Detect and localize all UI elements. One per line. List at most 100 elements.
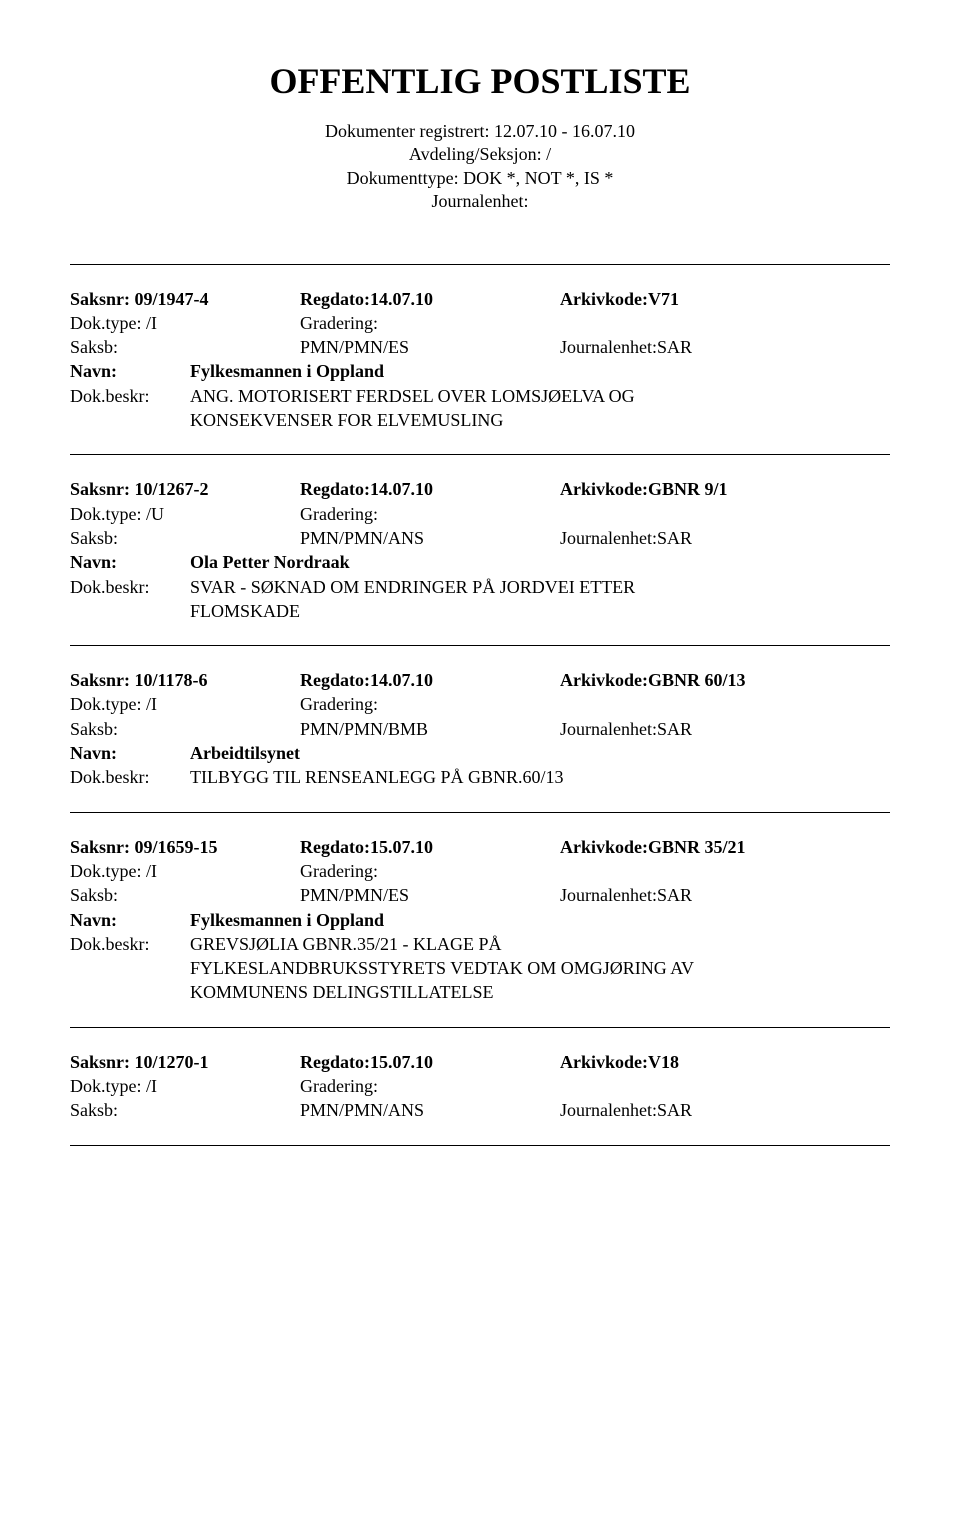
header-line-3: Dokumenttype: DOK *, NOT *, IS * [70, 167, 890, 190]
gradering-label: Gradering: [300, 313, 378, 333]
journalenhet-label: Journalenhet: [560, 528, 657, 548]
dokbeskr-value: TILBYGG TIL RENSEANLEGG PÅ GBNR.60/13 [190, 765, 564, 789]
navn-label: Navn: [70, 550, 190, 574]
entry: Saksnr: 09/1947-4Regdato:14.07.10Arkivko… [70, 287, 890, 433]
dokbeskr-continuation: KONSEKVENSER FOR ELVEMUSLING [70, 408, 890, 432]
navn-value: Arbeidtilsynet [190, 741, 300, 765]
journalenhet-value: SAR [657, 885, 692, 905]
separator [70, 1145, 890, 1146]
journalenhet-label: Journalenhet: [560, 719, 657, 739]
saksnr-value: 10/1178-6 [135, 670, 208, 690]
navn-label: Navn: [70, 908, 190, 932]
arkivkode-value: V18 [648, 1052, 679, 1072]
navn-value: Fylkesmannen i Oppland [190, 359, 384, 383]
journalenhet-label: Journalenhet: [560, 337, 657, 357]
saksnr-label: Saksnr: [70, 289, 130, 309]
saksnr-value: 09/1947-4 [135, 289, 209, 309]
regdato-value: 14.07.10 [370, 289, 433, 309]
saksb-label: Saksb: [70, 528, 118, 548]
arkivkode-value: GBNR 60/13 [648, 670, 746, 690]
doktype-label: Dok.type: [70, 861, 146, 881]
header-line-2: Avdeling/Seksjon: / [70, 143, 890, 166]
regdato-label: Regdato: [300, 670, 370, 690]
separator [70, 1027, 890, 1028]
navn-value: Ola Petter Nordraak [190, 550, 350, 574]
dokbeskr-continuation: KOMMUNENS DELINGSTILLATELSE [70, 980, 890, 1004]
gradering-label: Gradering: [300, 504, 378, 524]
regdato-value: 14.07.10 [370, 479, 433, 499]
saksb-label: Saksb: [70, 719, 118, 739]
journalenhet-value: SAR [657, 528, 692, 548]
entry: Saksnr: 09/1659-15 Regdato:15.07.10 Arkivk… [70, 835, 890, 1005]
doktype-value: /I [146, 861, 157, 881]
journalenhet-label: Journalenhet: [560, 1100, 657, 1120]
doktype-value: /I [146, 313, 157, 333]
saksb-value: PMN/PMN/ANS [300, 528, 424, 548]
doktype-label: Dok.type: [70, 1076, 146, 1096]
navn-value: Fylkesmannen i Oppland [190, 908, 384, 932]
dokbeskr-value: SVAR - SØKNAD OM ENDRINGER PÅ JORDVEI ET… [190, 575, 635, 599]
entry: Saksnr: 10/1178-6Regdato:14.07.10Arkivko… [70, 668, 890, 789]
doktype-value: /I [146, 694, 157, 714]
journalenhet-value: SAR [657, 1100, 692, 1120]
separator [70, 645, 890, 646]
arkivkode-label: Arkivkode: [560, 837, 648, 857]
entry: Saksnr: 10/1267-2 Regdato:14.07.10 Arkivko… [70, 477, 890, 623]
gradering-label: Gradering: [300, 694, 378, 714]
arkivkode-label: Arkivkode: [560, 1052, 648, 1072]
doktype-label: Dok.type: [70, 504, 146, 524]
arkivkode-label: Arkivkode: [560, 479, 648, 499]
arkivkode-value: V71 [648, 289, 679, 309]
regdato-value: 15.07.10 [370, 837, 433, 857]
entry: Saksnr: 10/1270-1 Regdato:15.07.10 Arkivko… [70, 1050, 890, 1123]
regdato-value: 14.07.10 [370, 670, 433, 690]
saksb-value: PMN/PMN/ES [300, 885, 409, 905]
journalenhet-label: Journalenhet: [560, 885, 657, 905]
dokbeskr-continuation: FLOMSKADE [70, 599, 890, 623]
saksb-value: PMN/PMN/BMB [300, 719, 428, 739]
regdato-label: Regdato: [300, 479, 370, 499]
saksnr-label: Saksnr: [70, 479, 130, 499]
dokbeskr-value: ANG. MOTORISERT FERDSEL OVER LOMSJØELVA … [190, 384, 635, 408]
saksnr-label: Saksnr: [70, 837, 130, 857]
page-title: OFFENTLIG POSTLISTE [70, 60, 890, 102]
dokbeskr-value: GREVSJØLIA GBNR.35/21 - KLAGE PÅ [190, 932, 502, 956]
header-meta: Dokumenter registrert: 12.07.10 - 16.07.… [70, 120, 890, 214]
navn-label: Navn: [70, 359, 190, 383]
saksb-label: Saksb: [70, 1100, 118, 1120]
arkivkode-value: GBNR 9/1 [648, 479, 728, 499]
dokbeskr-continuation: FYLKESLANDBRUKSSTYRETS VEDTAK OM OMGJØRI… [70, 956, 890, 980]
saksnr-value: 10/1270-1 [135, 1052, 209, 1072]
doktype-value: /I [146, 1076, 157, 1096]
saksb-value: PMN/PMN/ES [300, 337, 409, 357]
saksb-value: PMN/PMN/ANS [300, 1100, 424, 1120]
separator [70, 264, 890, 265]
header-line-1: Dokumenter registrert: 12.07.10 - 16.07.… [70, 120, 890, 143]
journalenhet-value: SAR [657, 337, 692, 357]
entries-container: Saksnr: 09/1947-4Regdato:14.07.10Arkivko… [70, 287, 890, 1146]
arkivkode-value: GBNR 35/21 [648, 837, 746, 857]
dokbeskr-label: Dok.beskr: [70, 765, 190, 789]
separator [70, 812, 890, 813]
doktype-label: Dok.type: [70, 313, 146, 333]
dokbeskr-label: Dok.beskr: [70, 384, 190, 408]
regdato-label: Regdato: [300, 1052, 370, 1072]
separator [70, 454, 890, 455]
doktype-label: Dok.type: [70, 694, 146, 714]
saksnr-value: 09/1659-15 [135, 837, 218, 857]
journalenhet-value: SAR [657, 719, 692, 739]
regdato-value: 15.07.10 [370, 1052, 433, 1072]
saksnr-label: Saksnr: [70, 1052, 130, 1072]
regdato-label: Regdato: [300, 837, 370, 857]
dokbeskr-label: Dok.beskr: [70, 932, 190, 956]
gradering-label: Gradering: [300, 861, 378, 881]
dokbeskr-label: Dok.beskr: [70, 575, 190, 599]
navn-label: Navn: [70, 741, 190, 765]
saksnr-label: Saksnr: [70, 670, 130, 690]
doktype-value: /U [146, 504, 164, 524]
regdato-label: Regdato: [300, 289, 370, 309]
saksb-label: Saksb: [70, 885, 118, 905]
saksnr-value: 10/1267-2 [135, 479, 209, 499]
gradering-label: Gradering: [300, 1076, 378, 1096]
header-line-4: Journalenhet: [70, 190, 890, 213]
